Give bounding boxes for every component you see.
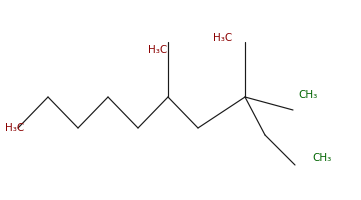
Text: H₃C: H₃C [5,123,24,133]
Text: CH₃: CH₃ [298,90,317,100]
Text: H₃C: H₃C [148,45,167,55]
Text: CH₃: CH₃ [312,153,331,163]
Text: H₃C: H₃C [213,33,232,43]
